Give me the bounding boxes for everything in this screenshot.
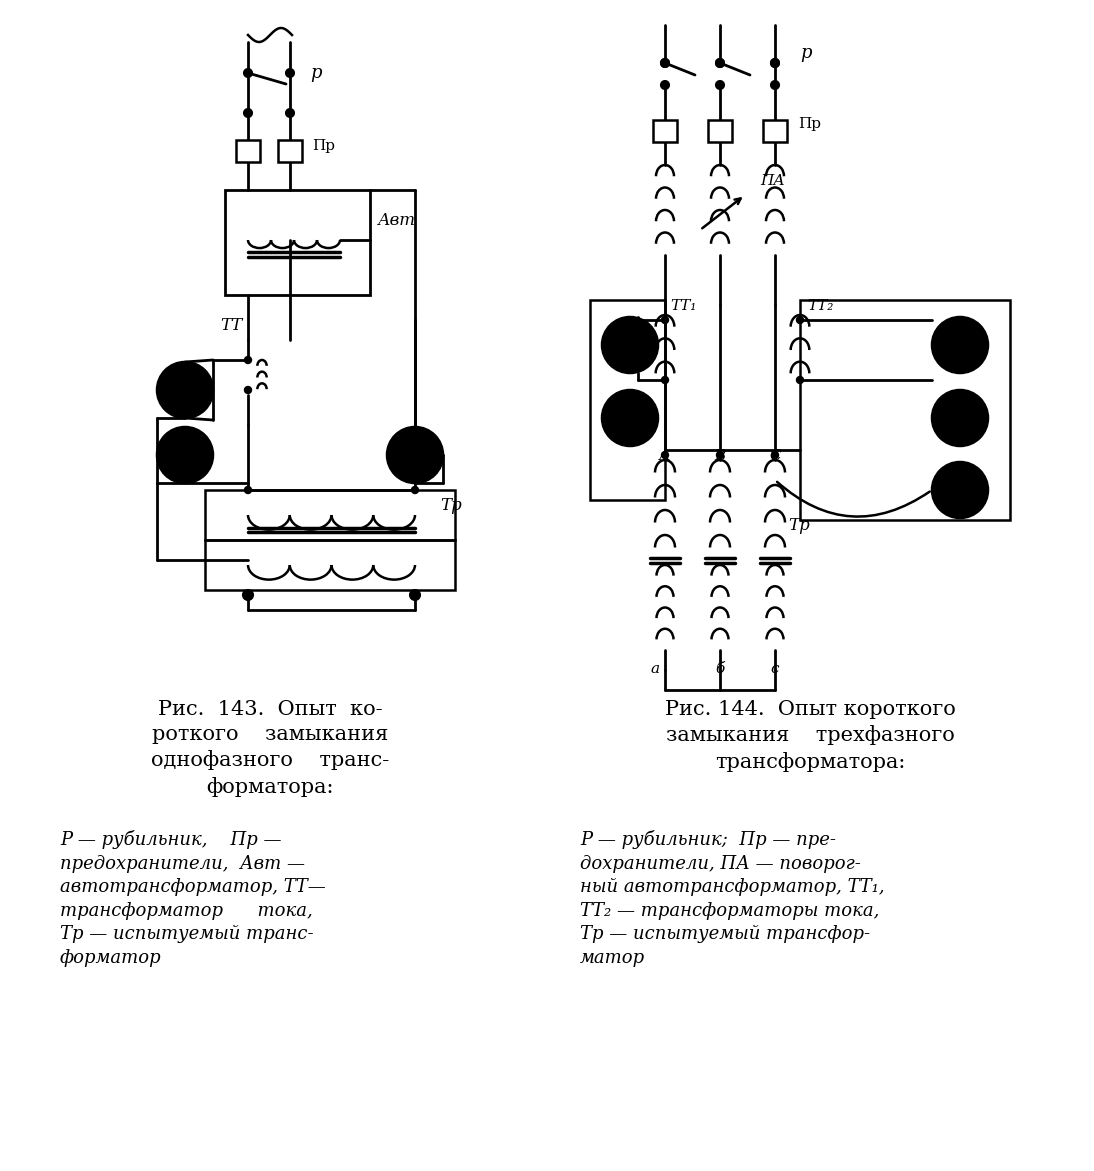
Circle shape	[932, 390, 988, 446]
Text: б: б	[715, 662, 724, 676]
Text: Р — рубильник;  Пр — пре-
дохранители, ПА — поворог-
ный автотрансформатор, ТТ₁,: Р — рубильник; Пр — пре- дохранители, ПА…	[580, 830, 885, 967]
Text: р: р	[800, 44, 812, 62]
Text: V: V	[953, 481, 967, 499]
Text: W: W	[175, 446, 195, 464]
Circle shape	[662, 377, 668, 383]
Text: A: A	[622, 336, 637, 354]
Bar	[590, 300, 665, 500]
Circle shape	[715, 59, 724, 67]
Bar	[205, 489, 455, 540]
Circle shape	[411, 486, 419, 493]
Circle shape	[243, 590, 253, 600]
Text: Рис.  143.  Опыт  ко-
роткого    замыкания
однофазного    транс-
форматора:: Рис. 143. Опыт ко- роткого замыкания одн…	[151, 700, 389, 796]
Circle shape	[662, 316, 668, 323]
Text: ТТ₁: ТТ₁	[670, 299, 697, 313]
Text: A: A	[953, 336, 967, 354]
Circle shape	[661, 59, 670, 67]
Circle shape	[410, 590, 420, 600]
Text: Р — рубильник,    Пр —
предохранители,  Авт —
автотрансформатор, ТТ—
трансформат: Р — рубильник, Пр — предохранители, Авт …	[60, 830, 326, 967]
Text: р: р	[310, 64, 322, 82]
Circle shape	[932, 463, 988, 518]
Text: Пр: Пр	[312, 139, 335, 153]
Text: А: А	[660, 448, 671, 463]
Circle shape	[771, 59, 779, 67]
Circle shape	[661, 81, 670, 89]
Text: V: V	[408, 446, 422, 464]
Bar	[653, 119, 677, 142]
Bar	[205, 540, 455, 590]
Circle shape	[661, 59, 670, 67]
Text: с: с	[771, 662, 779, 676]
Text: Рис. 144.  Опыт короткого
замыкания    трехфазного
трансформатора:: Рис. 144. Опыт короткого замыкания трехф…	[665, 700, 955, 772]
Text: Авт: Авт	[379, 212, 416, 230]
Bar	[236, 141, 260, 162]
Text: W: W	[950, 409, 970, 427]
Circle shape	[715, 59, 724, 67]
Circle shape	[602, 317, 657, 374]
Circle shape	[771, 81, 779, 89]
Text: ТТ: ТТ	[220, 317, 242, 334]
Circle shape	[286, 69, 294, 77]
Text: Тр: Тр	[440, 497, 462, 514]
Circle shape	[286, 109, 294, 117]
Circle shape	[717, 452, 723, 459]
Bar	[800, 300, 1010, 520]
Circle shape	[715, 81, 724, 89]
Text: Тр: Тр	[788, 518, 810, 534]
Circle shape	[244, 69, 252, 77]
Bar	[763, 119, 787, 142]
Circle shape	[796, 316, 803, 323]
Text: С: С	[769, 448, 781, 463]
Text: ТТ₂: ТТ₂	[807, 299, 834, 313]
Text: ПА: ПА	[760, 174, 784, 189]
Text: A: A	[178, 381, 193, 399]
Bar	[225, 190, 370, 295]
Bar	[708, 119, 732, 142]
Circle shape	[932, 317, 988, 374]
Circle shape	[158, 427, 213, 482]
Circle shape	[602, 390, 657, 446]
Circle shape	[771, 59, 779, 67]
Bar	[278, 141, 302, 162]
Text: Пр: Пр	[798, 117, 820, 131]
Circle shape	[244, 386, 252, 393]
Circle shape	[244, 486, 252, 493]
Text: а: а	[651, 662, 660, 676]
Circle shape	[244, 356, 252, 363]
Circle shape	[796, 377, 803, 383]
Circle shape	[158, 362, 213, 418]
Circle shape	[244, 109, 252, 117]
Text: В: В	[714, 448, 725, 463]
Circle shape	[387, 427, 443, 482]
Circle shape	[771, 452, 779, 459]
Circle shape	[662, 452, 668, 459]
Text: W: W	[620, 409, 640, 427]
